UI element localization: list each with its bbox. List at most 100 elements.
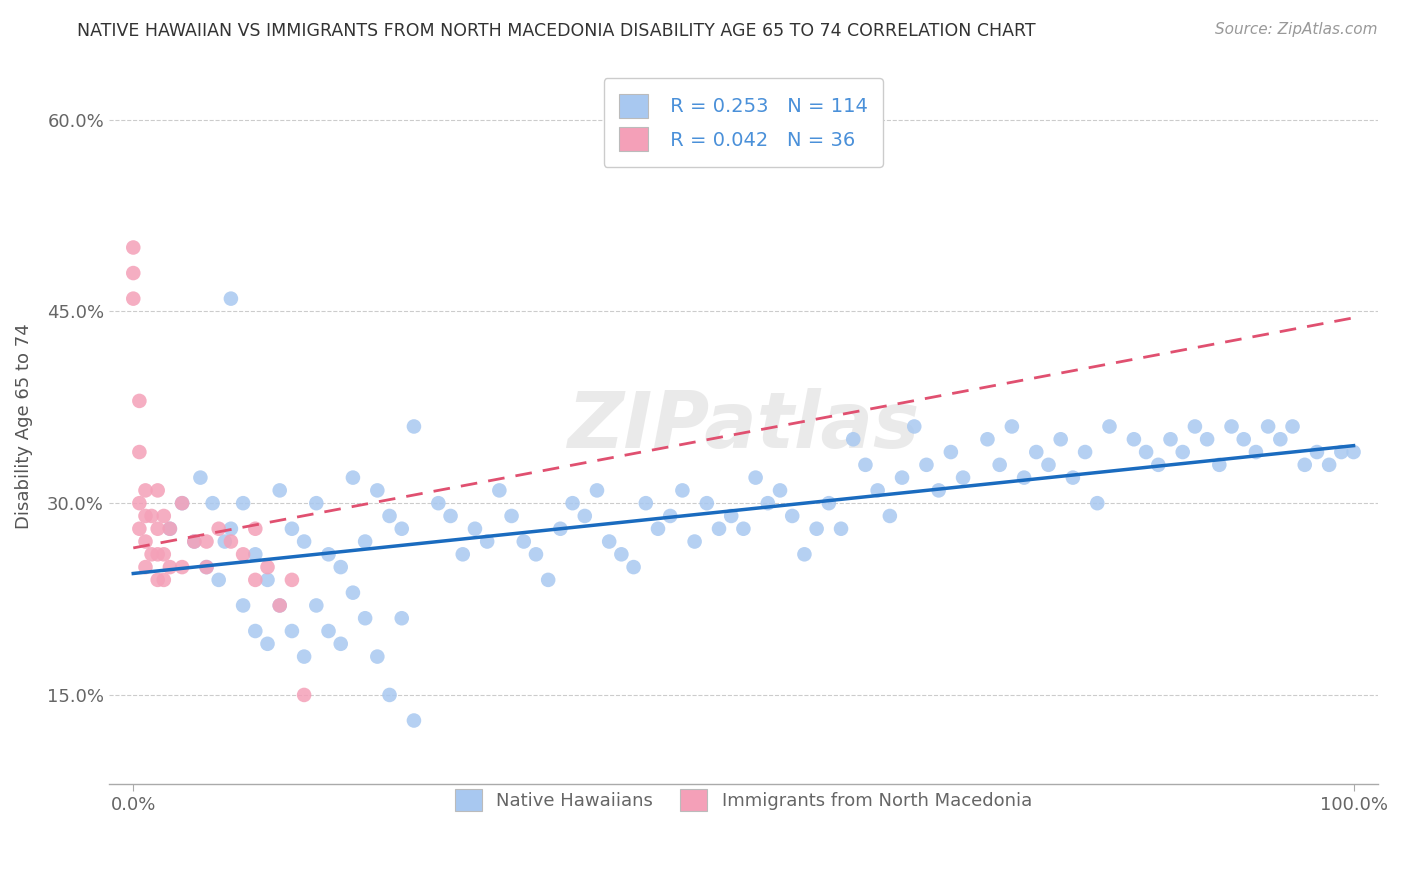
Point [1049,432,1071,446]
Point [214,534,236,549]
Point [1135,445,1157,459]
Point [524,547,547,561]
Point [195,560,218,574]
Point [537,573,560,587]
Point [879,508,901,523]
Point [501,508,523,523]
Point [128,393,150,408]
Point [550,522,572,536]
Point [318,624,340,638]
Point [152,573,174,587]
Point [245,573,267,587]
Point [122,266,145,280]
Text: Source: ZipAtlas.com: Source: ZipAtlas.com [1215,22,1378,37]
Point [1160,432,1182,446]
Point [988,458,1011,472]
Point [623,560,645,574]
Point [1098,419,1121,434]
Point [561,496,583,510]
Point [190,470,212,484]
Point [1208,458,1230,472]
Point [152,508,174,523]
Point [219,522,242,536]
Point [915,458,938,472]
Point [855,458,877,472]
Point [172,496,194,510]
Point [1257,419,1279,434]
Point [378,688,401,702]
Point [146,547,169,561]
Point [366,649,388,664]
Point [1001,419,1024,434]
Point [366,483,388,498]
Legend: Native Hawaiians, Immigrants from North Macedonia: Native Hawaiians, Immigrants from North … [440,774,1046,825]
Point [402,714,425,728]
Point [134,508,156,523]
Point [866,483,889,498]
Point [391,522,413,536]
Point [451,547,474,561]
Point [1343,445,1365,459]
Point [733,522,755,536]
Point [146,573,169,587]
Point [201,496,224,510]
Point [1062,470,1084,484]
Point [1330,445,1353,459]
Point [391,611,413,625]
Point [1281,419,1303,434]
Point [891,470,914,484]
Point [172,496,194,510]
Point [1085,496,1108,510]
Point [475,534,498,549]
Point [128,496,150,510]
Point [245,624,267,638]
Point [122,240,145,254]
Point [1197,432,1219,446]
Point [1171,445,1194,459]
Point [342,585,364,599]
Point [780,508,803,523]
Point [292,534,315,549]
Point [378,508,401,523]
Point [1306,445,1329,459]
Point [634,496,657,510]
Point [402,419,425,434]
Point [292,649,315,664]
Point [842,432,865,446]
Point [172,560,194,574]
Point [707,522,730,536]
Point [128,522,150,536]
Point [610,547,633,561]
Point [122,292,145,306]
Point [671,483,693,498]
Point [696,496,718,510]
Point [1025,445,1047,459]
Point [720,508,742,523]
Point [744,470,766,484]
Point [806,522,828,536]
Point [1038,458,1060,472]
Point [769,483,792,498]
Point [219,292,242,306]
Point [183,534,205,549]
Point [928,483,950,498]
Point [232,547,254,561]
Point [817,496,839,510]
Point [134,560,156,574]
Text: NATIVE HAWAIIAN VS IMMIGRANTS FROM NORTH MACEDONIA DISABILITY AGE 65 TO 74 CORRE: NATIVE HAWAIIAN VS IMMIGRANTS FROM NORTH… [77,22,1036,40]
Point [513,534,536,549]
Point [488,483,510,498]
Point [318,547,340,561]
Point [219,534,242,549]
Point [329,637,352,651]
Point [305,599,328,613]
Point [232,599,254,613]
Point [1294,458,1316,472]
Point [208,522,231,536]
Point [269,483,291,498]
Point [793,547,815,561]
Point [146,522,169,536]
Point [830,522,852,536]
Point [305,496,328,510]
Point [939,445,962,459]
